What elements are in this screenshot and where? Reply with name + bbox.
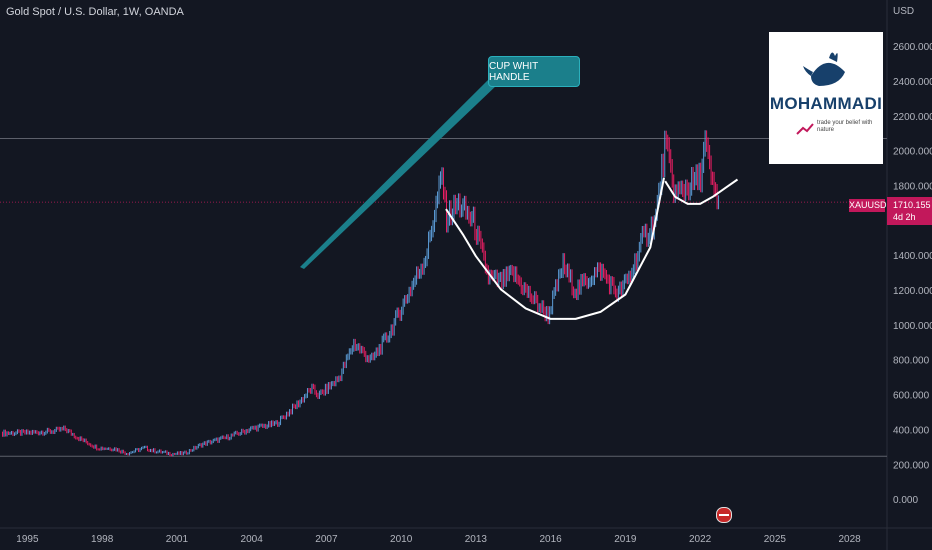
x-tick-label: 2019 <box>614 534 637 545</box>
y-tick-label: 2600.000 <box>893 42 932 53</box>
x-tick-label: 2004 <box>241 534 264 545</box>
x-tick-label: 2001 <box>166 534 189 545</box>
y-tick-label: 1000.000 <box>893 321 932 332</box>
symbol-label: XAUUSD <box>849 199 887 212</box>
y-tick-label: 600.000 <box>893 391 930 402</box>
x-tick-label: 1998 <box>91 534 114 545</box>
last-price-badge: 1710.155 4d 2h <box>887 197 932 225</box>
handle-curve <box>664 178 739 205</box>
x-tick-label: 2025 <box>764 534 787 545</box>
x-tick-label: 1995 <box>16 534 39 545</box>
currency-label: USD <box>893 6 914 17</box>
x-tick-label: 2013 <box>465 534 488 545</box>
chart-title: Gold Spot / U.S. Dollar, 1W, OANDA <box>6 6 184 18</box>
plot-area <box>0 0 887 528</box>
y-tick-label: 400.000 <box>893 425 930 436</box>
x-tick-label: 2016 <box>540 534 563 545</box>
mohammadi-logo: MOHAMMADI trade your belief with nature <box>769 32 883 164</box>
y-tick-label: 1400.000 <box>893 251 932 262</box>
x-tick-label: 2010 <box>390 534 413 545</box>
y-tick-label: 2200.000 <box>893 112 932 123</box>
whale-icon <box>803 52 845 86</box>
x-tick-label: 2028 <box>839 534 862 545</box>
logo-tagline: trade your belief with nature <box>817 120 873 133</box>
y-tick-label: 2400.000 <box>893 77 932 88</box>
bar-countdown: 4d 2h <box>893 212 916 222</box>
chart-mini-icon <box>796 123 814 135</box>
y-tick-label: 2000.000 <box>893 147 932 158</box>
price-bars <box>1 130 720 457</box>
y-tick-label: 1200.000 <box>893 286 932 297</box>
last-price-value: 1710.155 <box>893 200 931 210</box>
y-tick-label: 1800.000 <box>893 181 932 192</box>
x-tick-label: 2022 <box>689 534 712 545</box>
x-tick-label: 2007 <box>315 534 338 545</box>
cup-curve <box>445 177 665 320</box>
y-tick-label: 200.000 <box>893 460 930 471</box>
callout-label[interactable]: CUP WHIT HANDLE <box>488 56 580 87</box>
logo-name: MOHAMMADI <box>769 94 883 113</box>
callout-pointer <box>300 78 498 269</box>
y-tick-label: 0.000 <box>893 495 918 506</box>
y-tick-label: 800.000 <box>893 356 930 367</box>
us-flag-icon[interactable] <box>716 507 732 523</box>
